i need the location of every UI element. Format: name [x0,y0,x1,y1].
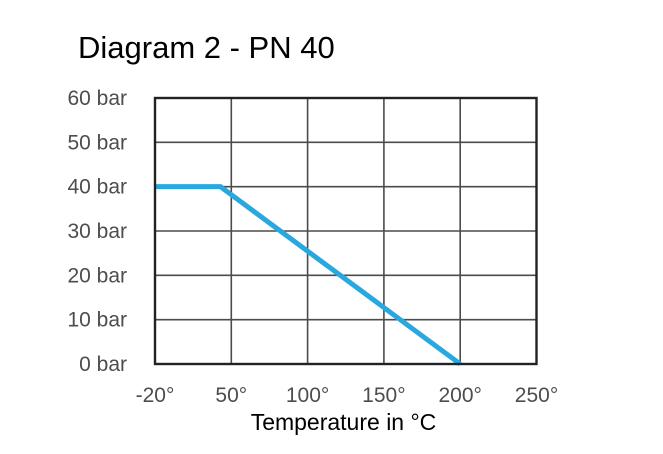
x-tick-label: -20° [136,384,175,407]
y-tick-label: 60 bar [67,87,127,110]
x-axis-title: Temperature in °C [250,409,437,435]
y-tick-label: 40 bar [67,176,127,199]
x-tick-label: 50° [215,384,247,407]
y-tick-label: 50 bar [67,131,127,154]
diagram-title: Diagram 2 - PN 40 [78,30,335,65]
y-tick-label: 20 bar [67,264,127,287]
x-tick-label: 200° [438,384,481,407]
plot-border [153,96,538,366]
y-tick-label: 10 bar [67,309,127,332]
y-tick-label: 0 bar [79,353,127,376]
x-tick-label: 150° [362,384,405,407]
rating-curve-line [155,184,462,367]
x-tick-label: 250° [515,384,558,407]
y-tick-label: 30 bar [67,220,127,243]
x-tick-label: 100° [286,384,329,407]
